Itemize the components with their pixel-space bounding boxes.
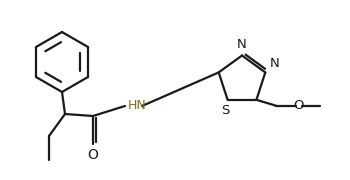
Text: S: S	[222, 104, 230, 117]
Text: N: N	[237, 39, 247, 51]
Text: N: N	[269, 57, 279, 70]
Text: O: O	[88, 147, 98, 161]
Text: O: O	[293, 99, 304, 112]
Text: HN: HN	[128, 98, 147, 111]
